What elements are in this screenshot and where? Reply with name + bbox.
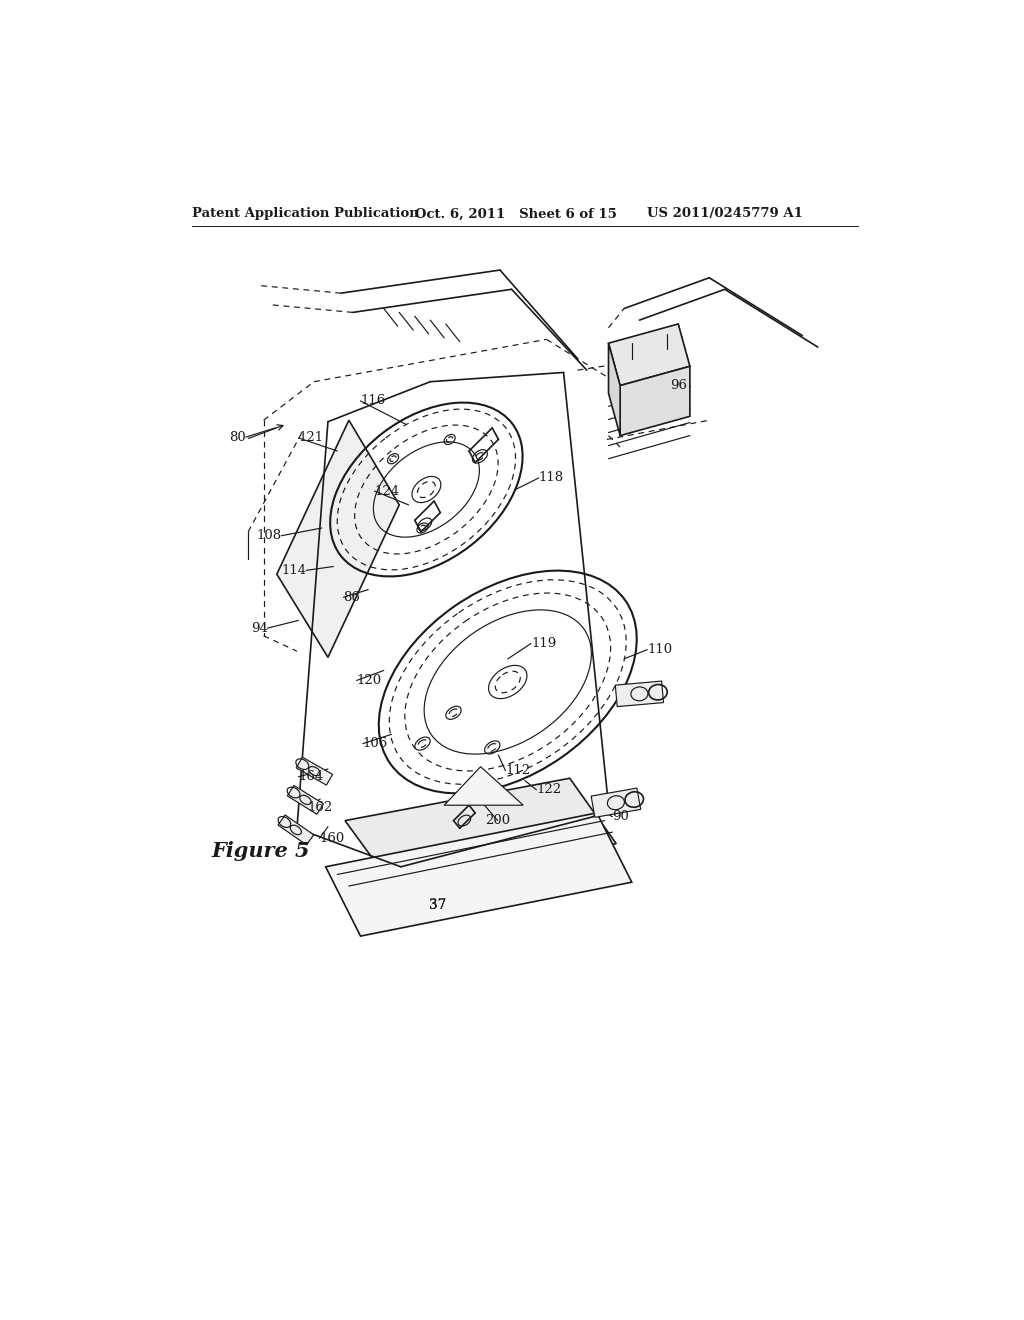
Polygon shape <box>591 788 641 817</box>
Text: 110: 110 <box>647 643 673 656</box>
Text: 108: 108 <box>256 529 282 543</box>
Text: 118: 118 <box>539 471 564 484</box>
Text: 80: 80 <box>229 430 246 444</box>
Text: 37: 37 <box>429 899 446 912</box>
Text: 37: 37 <box>429 899 446 912</box>
Text: US 2011/0245779 A1: US 2011/0245779 A1 <box>647 207 803 220</box>
Text: 112: 112 <box>506 764 530 777</box>
Polygon shape <box>288 785 324 814</box>
Text: 86: 86 <box>343 591 360 603</box>
Text: 164: 164 <box>299 770 324 783</box>
Text: 119: 119 <box>531 638 556 649</box>
Polygon shape <box>296 758 333 785</box>
Polygon shape <box>444 767 523 805</box>
Text: Patent Application Publication: Patent Application Publication <box>191 207 418 220</box>
Text: 200: 200 <box>485 814 510 828</box>
Polygon shape <box>345 779 616 882</box>
Text: 122: 122 <box>537 783 561 796</box>
Text: 106: 106 <box>362 737 388 750</box>
Polygon shape <box>621 367 690 436</box>
Text: 162: 162 <box>308 801 333 814</box>
Text: 160: 160 <box>319 832 345 845</box>
Polygon shape <box>326 813 632 936</box>
Polygon shape <box>278 814 313 845</box>
Text: 120: 120 <box>356 675 382 686</box>
Text: 116: 116 <box>360 395 386 408</box>
Polygon shape <box>276 420 399 657</box>
Polygon shape <box>608 323 690 385</box>
Text: 96: 96 <box>671 379 687 392</box>
Text: 121: 121 <box>299 432 324 445</box>
Text: Oct. 6, 2011   Sheet 6 of 15: Oct. 6, 2011 Sheet 6 of 15 <box>415 207 616 220</box>
Text: 114: 114 <box>282 564 306 577</box>
Text: 90: 90 <box>612 810 630 824</box>
Polygon shape <box>615 681 664 706</box>
Text: Figure 5: Figure 5 <box>212 841 310 862</box>
Text: 124: 124 <box>375 484 399 498</box>
Text: 94: 94 <box>251 622 267 635</box>
Polygon shape <box>608 343 621 436</box>
